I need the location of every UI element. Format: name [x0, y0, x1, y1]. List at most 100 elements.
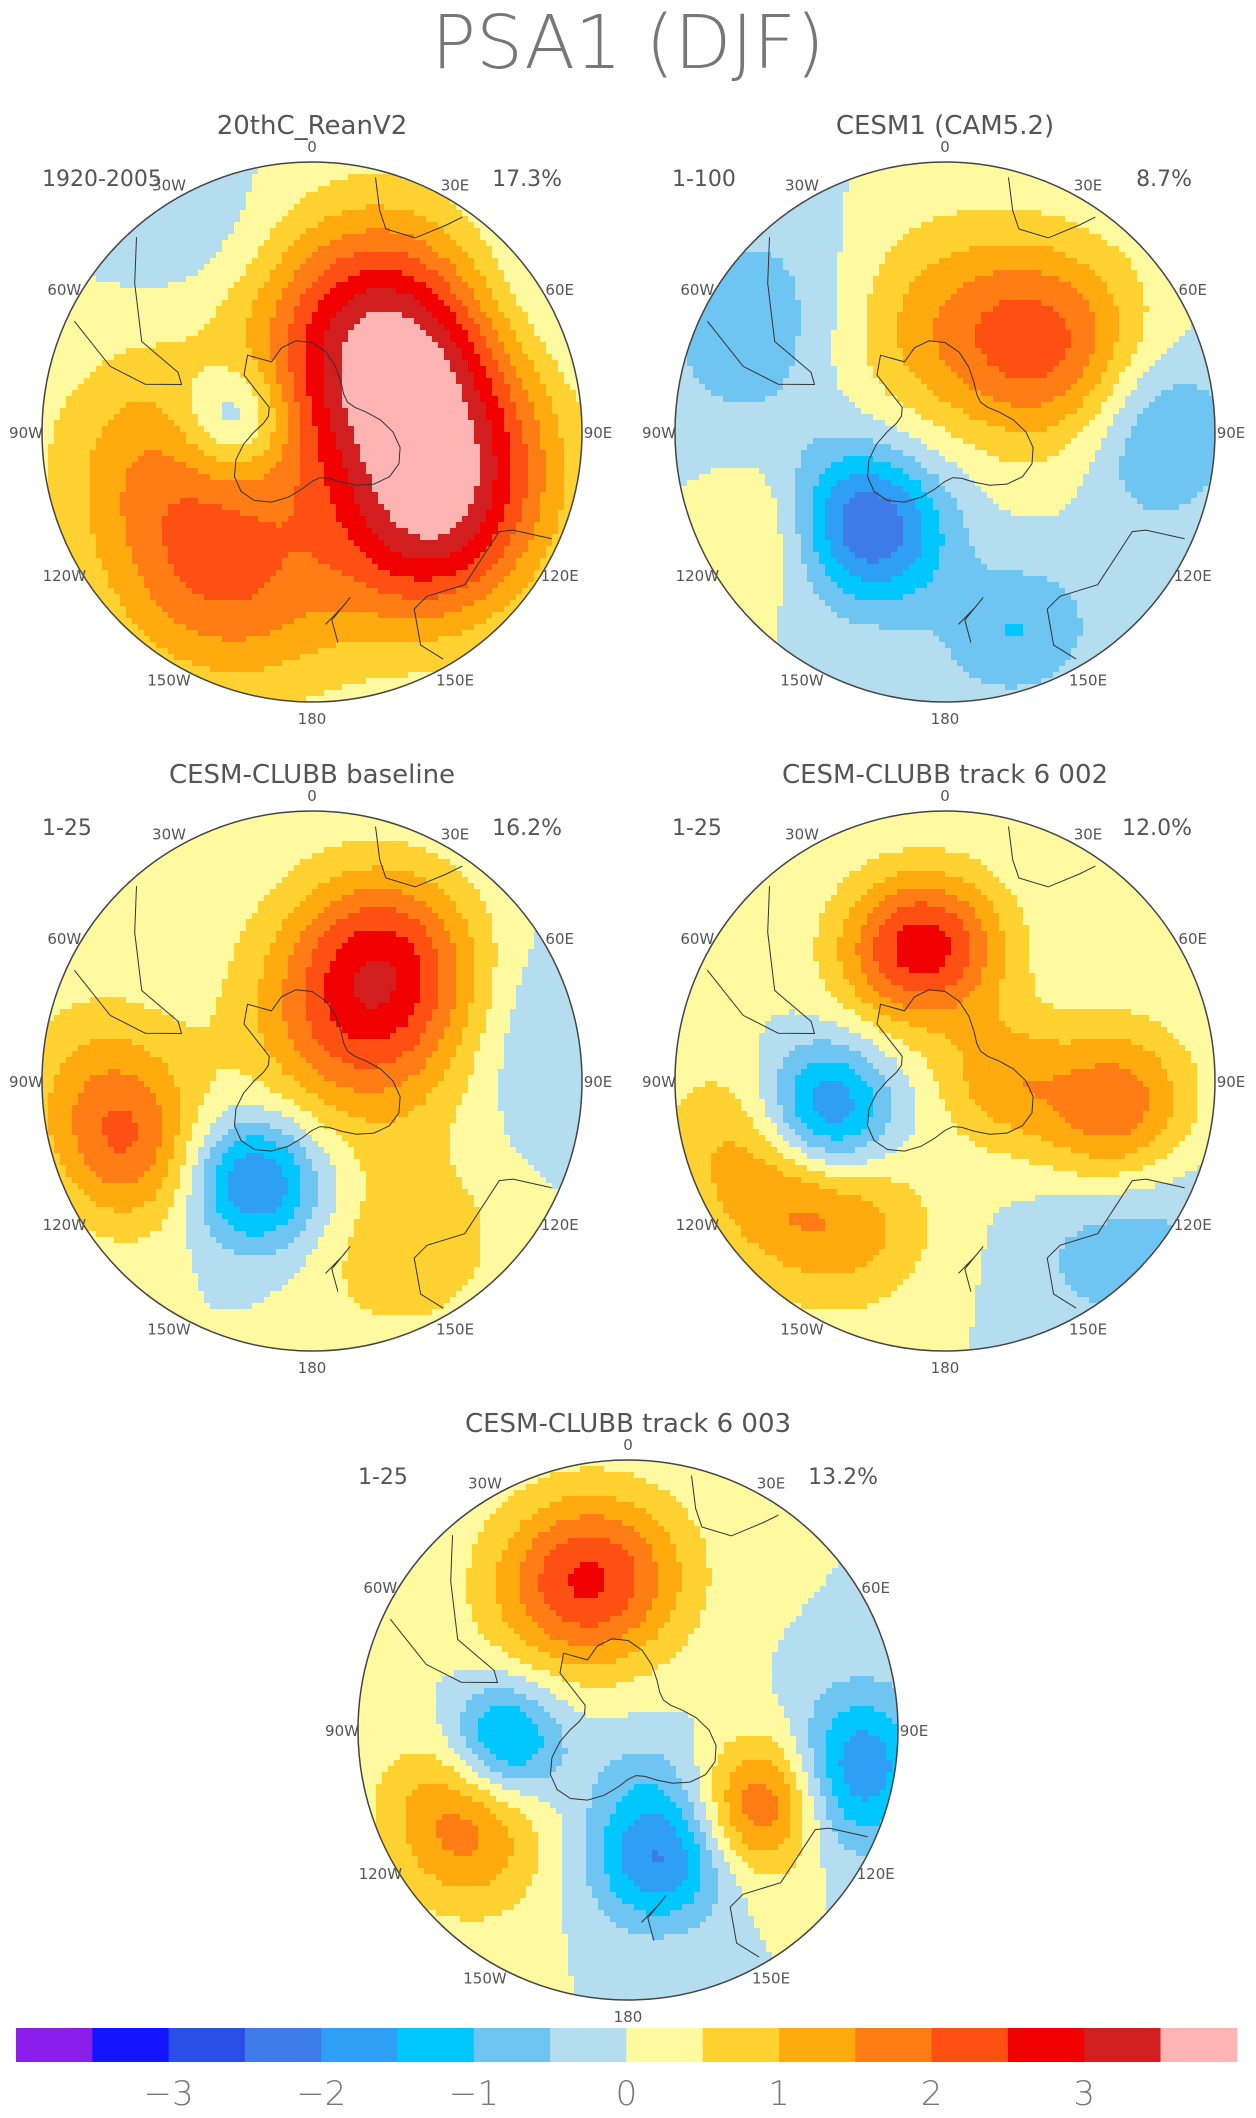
map-boundary [674, 161, 1216, 703]
longitude-label: 90W [9, 424, 43, 442]
panel-period: 1-25 [42, 816, 92, 841]
longitude-label: 60W [47, 930, 81, 948]
continent-coast [375, 826, 463, 888]
longitude-label: 150E [436, 1321, 474, 1339]
anomaly-field [42, 162, 582, 702]
longitude-label: 90E [1217, 1073, 1246, 1091]
map-panel-3: CESM-CLUBB baseline 1-25 16.2% 0 30E 60E 90… [9, 760, 612, 1377]
coastline [73, 826, 552, 1309]
colorbar-swatch [1160, 2028, 1238, 2062]
coastline [389, 1475, 868, 1958]
colorbar-swatch [702, 2028, 780, 2062]
longitude-label: 60W [363, 1579, 397, 1597]
colorbar-swatch [1007, 2028, 1085, 2062]
anomaly-field [675, 811, 1215, 1351]
longitude-labels: 0 30E 60E 90E 120E 150E 180 150W 120W 90W 60W 30W [325, 1436, 928, 2026]
continent-coast [958, 597, 984, 643]
panel-title: CESM-CLUBB track 6 002 [782, 760, 1108, 790]
longitude-label: 60E [861, 1579, 890, 1597]
panel-variance: 8.7% [1136, 167, 1192, 192]
longitude-label: 30E [1074, 825, 1103, 843]
longitude-label: 120E [857, 1865, 895, 1883]
panel-period: 1-25 [672, 816, 722, 841]
longitude-labels: 0 30E 60E 90E 120E 150E 180 150W 120W 90W 60W 30W [9, 787, 612, 1377]
colorbar-tick-label: 2 [921, 2074, 943, 2114]
longitude-label: 30E [1074, 176, 1103, 194]
map-panel-5: CESM-CLUBB track 6 003 1-25 13.2% 0 30E 60… [325, 1409, 928, 2026]
longitude-label: 90W [642, 1073, 676, 1091]
longitude-label: 0 [307, 138, 317, 156]
colorbar-swatch [473, 2028, 551, 2062]
longitude-label: 90E [900, 1722, 929, 1740]
map-boundary [41, 810, 583, 1352]
continent-coast [641, 1895, 667, 1941]
antarctica-coast [233, 989, 401, 1152]
longitude-label: 120E [1174, 567, 1212, 585]
longitude-label: 30W [785, 825, 819, 843]
anomaly-field [42, 811, 582, 1351]
continent-coast [706, 886, 816, 1035]
map-boundary [357, 1459, 899, 2001]
continent-coast [1008, 177, 1096, 239]
colorbar-swatch [92, 2028, 170, 2062]
continent-coast [1008, 826, 1096, 888]
longitude-label: 30W [152, 825, 186, 843]
antarctica-coast [866, 340, 1034, 503]
map-panel-1: 20thC_ReanV2 1920-2005 17.3% 0 30E 60E 90E 1… [9, 111, 612, 728]
longitude-label: 60W [680, 930, 714, 948]
longitude-label: 150E [1069, 672, 1107, 690]
longitude-label: 120W [676, 567, 720, 585]
map-panel-2: CESM1 (CAM5.2) 1-100 8.7% 0 30E 60E 90E 120E… [642, 111, 1245, 728]
colorbar-swatch [1084, 2028, 1161, 2062]
colorbar-tick-label: 1 [768, 2074, 790, 2114]
longitude-label: 60E [1178, 281, 1207, 299]
panel-title: CESM-CLUBB track 6 003 [465, 1409, 791, 1439]
continent-coast [325, 1246, 351, 1292]
longitude-label: 90E [1217, 424, 1246, 442]
longitude-label: 120E [541, 567, 579, 585]
longitude-labels: 0 30E 60E 90E 120E 150E 180 150W 120W 90W 60W 30W [642, 138, 1245, 728]
longitude-label: 0 [623, 1436, 633, 1454]
colorbar-tick-label: −2 [296, 2074, 346, 2114]
longitude-label: 30W [152, 176, 186, 194]
panel-title: 20thC_ReanV2 [217, 111, 408, 141]
longitude-label: 150E [752, 1970, 790, 1988]
colorbar-tick-label: 3 [1073, 2074, 1095, 2114]
longitude-label: 150E [436, 672, 474, 690]
longitude-label: 150E [1069, 1321, 1107, 1339]
longitude-label: 180 [614, 2008, 643, 2026]
longitude-label: 120E [541, 1216, 579, 1234]
colorbar-swatch [779, 2028, 856, 2062]
colorbar-swatch [16, 2028, 93, 2062]
longitude-label: 120W [43, 1216, 87, 1234]
coastline [73, 177, 552, 660]
longitude-label: 180 [931, 710, 960, 728]
longitude-label: 30E [757, 1474, 786, 1492]
longitude-label: 60W [680, 281, 714, 299]
continent-coast [729, 1827, 868, 1958]
longitude-label: 150W [463, 1970, 507, 1988]
coastline [706, 177, 1185, 660]
panel-title: CESM-CLUBB baseline [169, 760, 455, 790]
longitude-label: 90W [325, 1722, 359, 1740]
longitude-label: 120W [359, 1865, 403, 1883]
antarctica-coast [866, 989, 1034, 1152]
panel-variance: 16.2% [492, 816, 562, 841]
longitude-label: 90E [584, 1073, 613, 1091]
anomaly-field [675, 162, 1215, 702]
continent-coast [413, 529, 552, 660]
continent-coast [389, 1535, 499, 1684]
colorbar-swatch [931, 2028, 1009, 2062]
longitude-label: 60E [545, 930, 574, 948]
longitude-label: 0 [940, 138, 950, 156]
longitude-labels: 0 30E 60E 90E 120E 150E 180 150W 120W 90W 60W 30W [642, 787, 1245, 1377]
map-boundary [41, 161, 583, 703]
map-boundary [674, 810, 1216, 1352]
panel-variance: 17.3% [492, 167, 562, 192]
colorbar-swatch [855, 2028, 933, 2062]
longitude-label: 120W [676, 1216, 720, 1234]
antarctica-coast [549, 1638, 717, 1801]
longitude-label: 150W [780, 1321, 824, 1339]
longitude-label: 90W [642, 424, 676, 442]
map-panel-4: CESM-CLUBB track 6 002 1-25 12.0% 0 30E 60… [642, 760, 1245, 1377]
